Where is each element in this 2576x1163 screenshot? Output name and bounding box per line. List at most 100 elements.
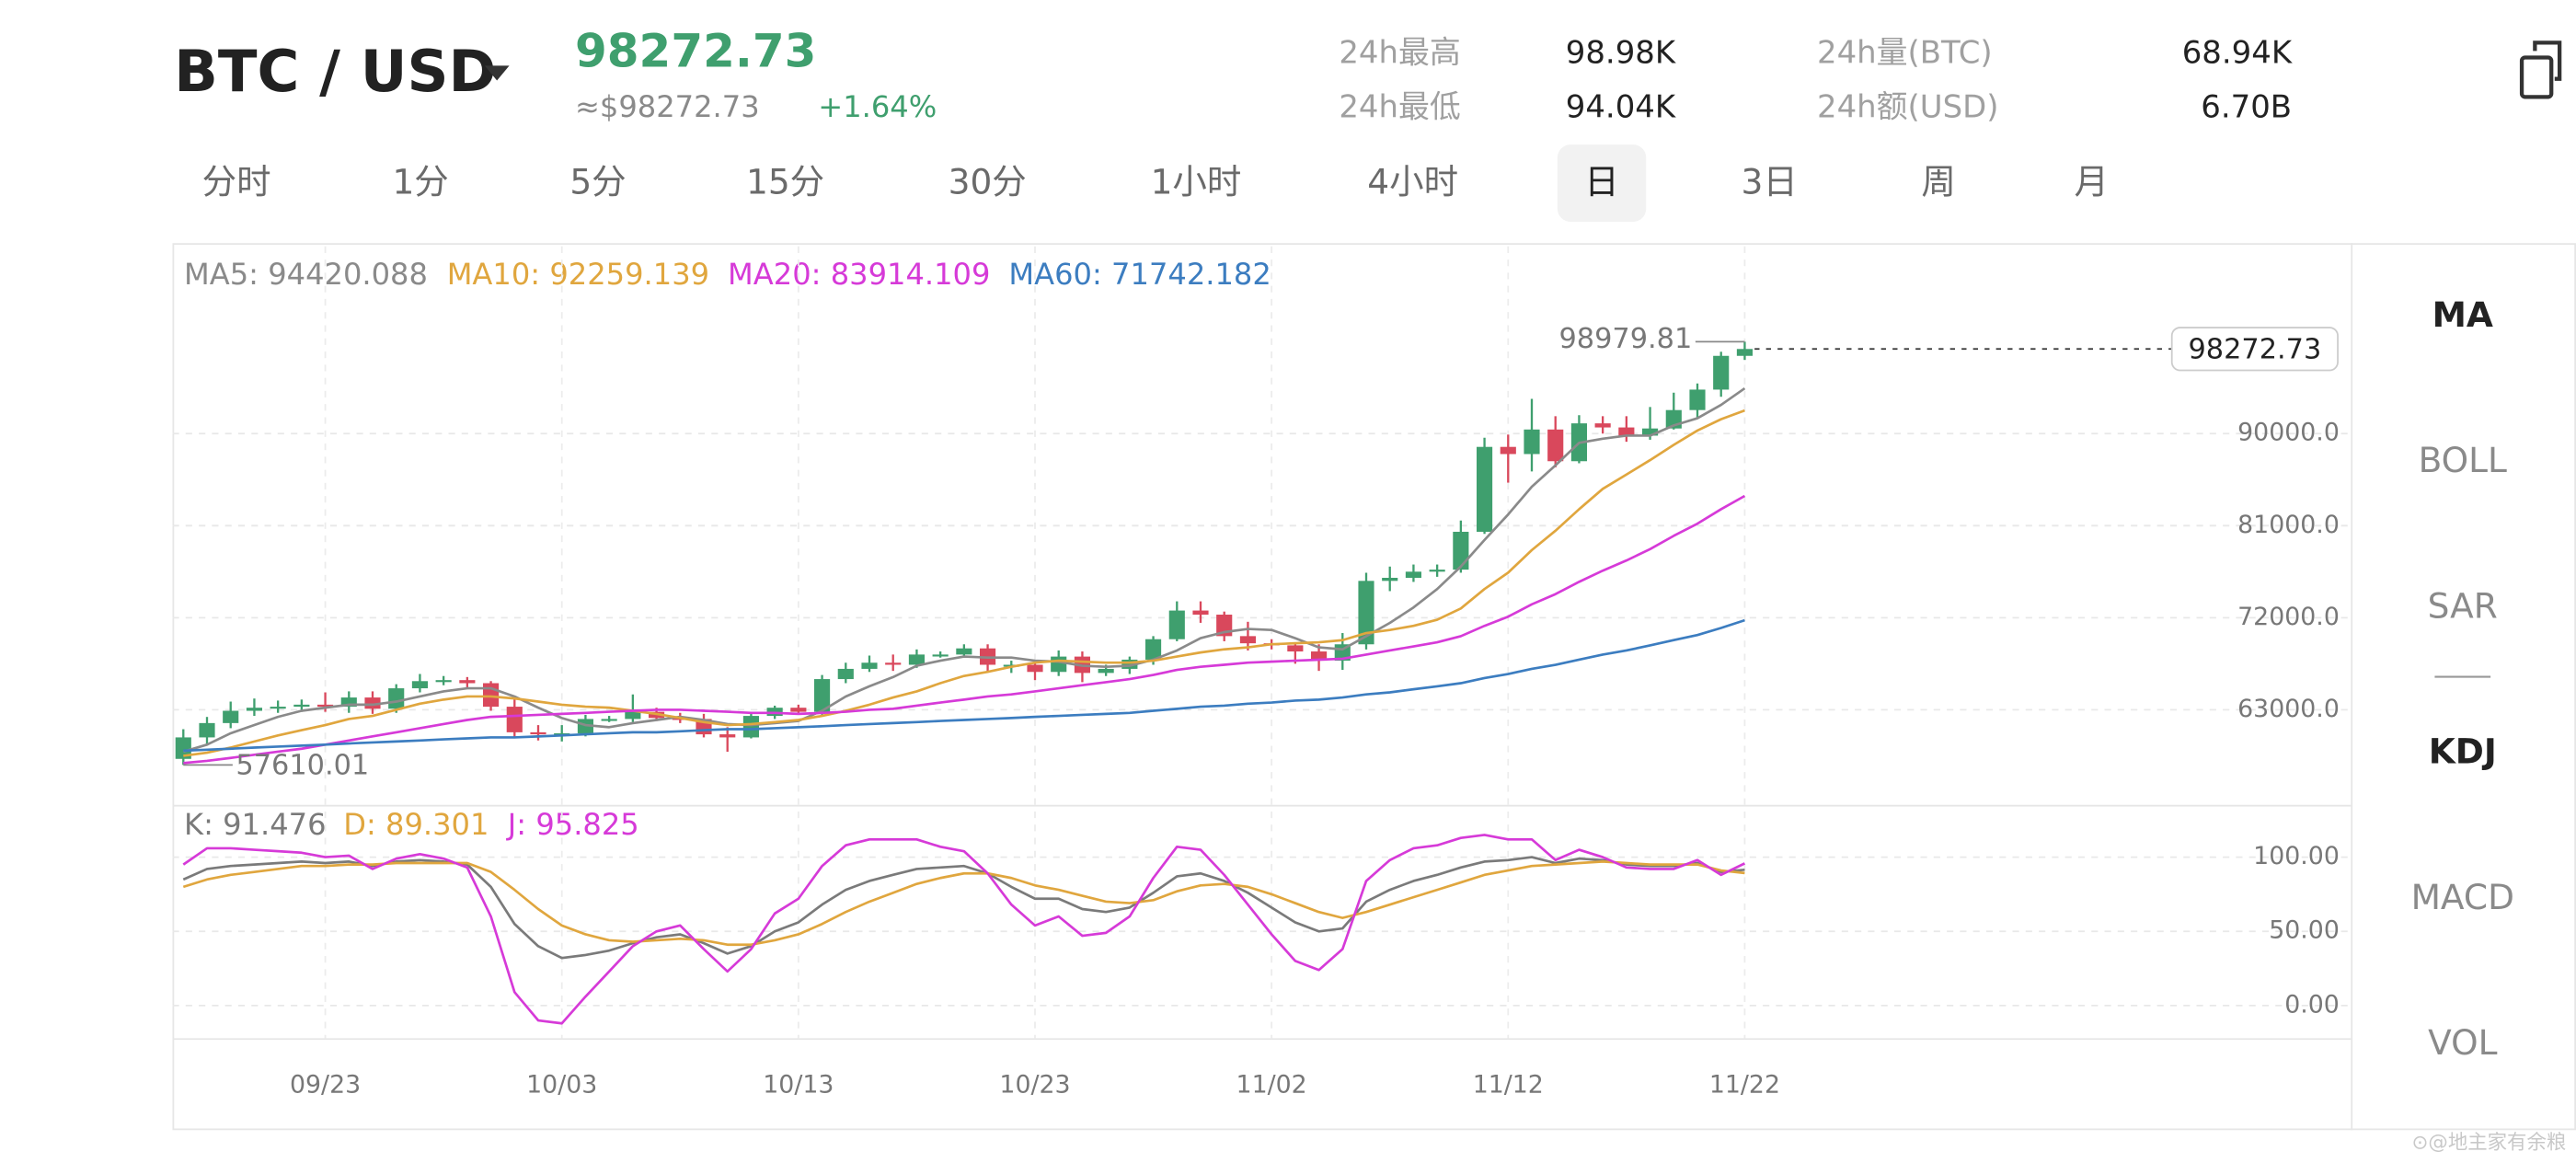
x-tick-label: 10/03 — [526, 1071, 597, 1100]
legend-name: MA5 — [184, 257, 248, 292]
tab[interactable]: 1小时 — [1151, 161, 1242, 202]
y-tick-label: 90000.0 — [2237, 419, 2340, 447]
x-tick-label: 11/02 — [1236, 1071, 1307, 1100]
tab[interactable]: 15分 — [746, 161, 824, 202]
candle-body — [223, 710, 239, 723]
candle-body — [506, 707, 523, 732]
x-tick-label: 11/12 — [1473, 1071, 1544, 1100]
indicator-tab[interactable]: MA — [2432, 294, 2493, 335]
tab[interactable]: 4小时 — [1367, 161, 1458, 202]
tab[interactable]: 3日 — [1742, 161, 1798, 202]
tab[interactable]: 日 — [1584, 161, 1619, 202]
candle-body — [1618, 427, 1635, 436]
candle-body — [246, 708, 262, 711]
last-price-label: 98272.73 — [2188, 334, 2321, 366]
x-tick-label: 11/22 — [1709, 1071, 1780, 1100]
chart-frame — [172, 243, 2576, 1131]
tab[interactable]: 1分 — [392, 161, 448, 202]
legend-name: MA60 — [1008, 257, 1092, 292]
share-icon[interactable] — [2519, 40, 2562, 99]
legend-value: 94420.088 — [268, 257, 428, 292]
candle-body — [956, 648, 972, 655]
indicator-tab[interactable]: VOL — [2428, 1022, 2497, 1063]
candle-body — [625, 711, 641, 720]
candle-body — [1168, 610, 1185, 639]
candle-body — [814, 679, 831, 712]
candle-body — [530, 731, 546, 735]
candle-body — [1287, 645, 1304, 652]
candle-body — [861, 662, 878, 669]
indicator-tab[interactable]: SAR — [2428, 585, 2498, 626]
indicator-tab[interactable]: KDJ — [2429, 731, 2497, 772]
last-price-tag — [2170, 327, 2339, 372]
indicator-line — [182, 386, 1746, 754]
usd-price: ≈$98272.73 — [575, 89, 760, 124]
candle-body — [1239, 636, 1256, 644]
stat-label: 24h最低 — [1339, 88, 1460, 124]
y-tick-label: 100.00 — [2253, 842, 2340, 870]
legend-value: 83914.109 — [831, 257, 991, 292]
x-tick-label: 09/23 — [290, 1071, 361, 1100]
tab[interactable]: 5分 — [569, 161, 626, 202]
candle-body — [1429, 570, 1445, 572]
legend-name: MA20 — [728, 257, 811, 292]
candle-body — [270, 707, 286, 709]
legend-name: D — [343, 807, 366, 842]
stat-value: 98.98K — [1566, 34, 1676, 70]
low-label: 57610.01 — [236, 750, 369, 782]
stat-value: 68.94K — [2182, 34, 2293, 70]
candle-body — [340, 697, 357, 708]
candle-body — [1500, 446, 1516, 455]
watermark: ⊙@地主家有余粮 — [2411, 1132, 2566, 1155]
legend-name: J — [506, 807, 516, 842]
legend-name: K — [184, 807, 204, 842]
candle-body — [317, 704, 334, 708]
last-price: 98272.73 — [575, 24, 816, 77]
indicator-tab[interactable]: MACD — [2411, 877, 2514, 917]
candle-body — [1453, 531, 1469, 570]
tab[interactable]: 周 — [1921, 161, 1956, 202]
indicator-tab[interactable]: BOLL — [2419, 440, 2507, 480]
legend-value: 95.825 — [535, 807, 638, 842]
tab[interactable]: 月 — [2074, 161, 2109, 202]
candle-body — [1051, 656, 1067, 673]
candle-body — [1192, 610, 1209, 616]
indicator-line — [182, 834, 1746, 1025]
indicator-line — [183, 494, 1746, 765]
candle-body — [601, 719, 617, 721]
y-tick-label: 72000.0 — [2237, 603, 2340, 631]
candle-body — [1358, 581, 1374, 645]
candle-body — [435, 680, 452, 683]
candle-body — [1713, 355, 1730, 390]
x-tick-label: 10/23 — [999, 1071, 1070, 1100]
y-tick-label: 81000.0 — [2237, 511, 2340, 539]
dropdown-arrow[interactable] — [484, 65, 510, 81]
tab[interactable]: 30分 — [949, 161, 1027, 202]
indicator-line — [182, 856, 1745, 960]
stat-value: 6.70B — [2201, 88, 2292, 124]
stat-label: 24h最高 — [1339, 34, 1460, 70]
legend-value: 89.301 — [385, 807, 489, 842]
tab[interactable]: 分时 — [202, 161, 271, 202]
candle-body — [293, 704, 310, 708]
pair-title[interactable]: BTC / USD — [174, 38, 496, 105]
candle-body — [1382, 577, 1398, 582]
candle-body — [908, 654, 925, 665]
legend-value: 91.476 — [223, 807, 326, 842]
change: +1.64% — [818, 89, 937, 124]
indicator-line — [183, 409, 1745, 757]
candle-body — [199, 722, 215, 738]
kdj-legend: K: 91.476 D: 89.301 J: 95.825 — [184, 807, 639, 842]
y-tick-label: 63000.0 — [2237, 695, 2340, 723]
candle-body — [932, 654, 949, 657]
candle-body — [1689, 389, 1706, 410]
candle-body — [790, 708, 807, 712]
indicator-line — [182, 860, 1745, 947]
tab-selected-bg — [1557, 144, 1647, 223]
legend-value: 92259.139 — [549, 257, 709, 292]
candle-body — [719, 734, 736, 738]
candle-body — [411, 681, 428, 689]
candle-body — [459, 680, 476, 684]
